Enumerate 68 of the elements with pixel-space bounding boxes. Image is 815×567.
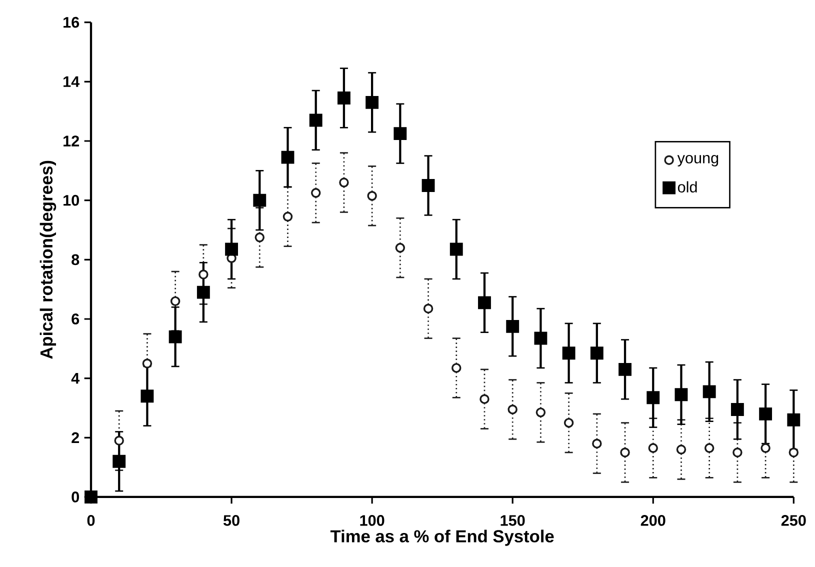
y-tick-label: 16 <box>64 16 80 28</box>
point <box>254 232 265 242</box>
point <box>309 114 322 127</box>
point <box>142 358 152 368</box>
point <box>759 407 772 420</box>
point <box>536 408 546 418</box>
y-tick-label: 10 <box>64 194 80 206</box>
y-tick-label: 0 <box>72 492 80 502</box>
point <box>422 179 435 192</box>
point <box>367 191 377 201</box>
x-axis-title: Time as a % of End Systole <box>330 530 554 546</box>
point <box>281 150 294 164</box>
point <box>564 418 574 428</box>
point <box>450 242 463 256</box>
point <box>676 444 686 454</box>
point <box>730 403 744 416</box>
point <box>337 92 350 104</box>
point <box>196 286 210 299</box>
y-axis-title: Apical rotation(degrees) <box>40 160 56 359</box>
point <box>114 436 124 446</box>
y-tick-label: 14 <box>64 76 80 87</box>
point <box>170 296 180 306</box>
x-tick-label: 250 <box>781 515 806 526</box>
point <box>674 388 688 402</box>
x-tick-label: 100 <box>360 515 384 526</box>
point <box>590 346 604 360</box>
point <box>562 346 576 360</box>
legend-label: old <box>678 181 697 192</box>
point <box>366 96 379 109</box>
point <box>760 443 770 453</box>
point <box>84 490 98 504</box>
point <box>732 448 742 458</box>
point <box>478 296 491 310</box>
point <box>646 391 660 404</box>
point <box>168 330 182 344</box>
point <box>394 127 407 140</box>
point <box>253 194 266 207</box>
legend-label: young <box>677 155 718 166</box>
point <box>480 394 490 404</box>
x-tick-label: 200 <box>640 515 666 526</box>
y-tick-label: 8 <box>72 254 80 266</box>
point <box>198 270 208 280</box>
point <box>310 188 321 198</box>
point <box>225 242 238 256</box>
x-tick-label: 50 <box>223 515 240 526</box>
point <box>140 390 154 403</box>
point <box>592 438 602 448</box>
point <box>282 212 293 222</box>
y-tick-label: 12 <box>64 136 80 146</box>
point <box>452 363 462 373</box>
point <box>534 332 548 345</box>
point <box>508 404 518 414</box>
point <box>339 178 349 188</box>
point <box>423 304 434 314</box>
point <box>648 443 658 453</box>
point <box>112 454 126 468</box>
point <box>395 242 406 253</box>
y-tick-label: 2 <box>72 432 80 444</box>
y-tick-label: 4 <box>71 373 80 384</box>
y-tick-label: 6 <box>72 314 80 324</box>
point <box>702 385 716 398</box>
point <box>704 443 714 453</box>
point <box>618 362 632 376</box>
point <box>506 320 520 333</box>
point <box>620 448 630 458</box>
x-tick-label: 0 <box>87 515 95 526</box>
point <box>787 413 800 426</box>
x-tick-label: 150 <box>500 515 525 526</box>
